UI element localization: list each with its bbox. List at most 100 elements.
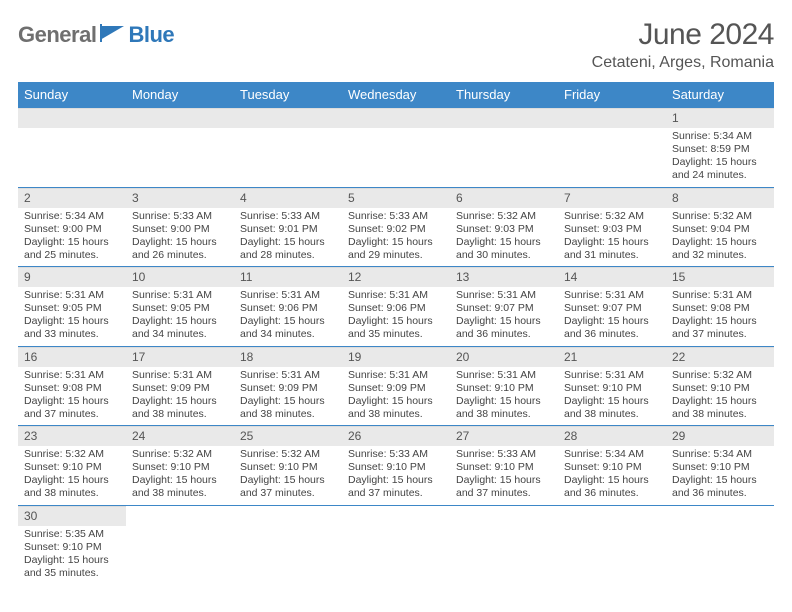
day-info: Sunrise: 5:32 AMSunset: 9:03 PMDaylight:… — [558, 208, 666, 267]
info-line: Sunset: 9:09 PM — [348, 382, 444, 395]
info-line: Sunrise: 5:31 AM — [132, 369, 228, 382]
day-number: 25 — [234, 426, 342, 446]
info-line: Daylight: 15 hours — [240, 474, 336, 487]
info-line: Sunset: 9:09 PM — [240, 382, 336, 395]
day-number: 17 — [126, 347, 234, 367]
info-line: Sunrise: 5:32 AM — [564, 210, 660, 223]
day-info: Sunrise: 5:31 AMSunset: 9:10 PMDaylight:… — [558, 367, 666, 426]
day-info: Sunrise: 5:33 AMSunset: 9:10 PMDaylight:… — [450, 446, 558, 505]
info-line: and 38 minutes. — [24, 487, 120, 500]
empty-day-strip — [450, 108, 558, 128]
info-line: and 34 minutes. — [240, 328, 336, 341]
info-line: Daylight: 15 hours — [348, 315, 444, 328]
info-line: and 24 minutes. — [672, 169, 768, 182]
calendar-day: 4Sunrise: 5:33 AMSunset: 9:01 PMDaylight… — [234, 187, 342, 267]
day-info: Sunrise: 5:31 AMSunset: 9:06 PMDaylight:… — [234, 287, 342, 346]
day-info: Sunrise: 5:32 AMSunset: 9:10 PMDaylight:… — [18, 446, 126, 505]
info-line: Sunrise: 5:32 AM — [672, 369, 768, 382]
day-number: 1 — [666, 108, 774, 128]
info-line: Sunrise: 5:31 AM — [132, 289, 228, 302]
info-line: Sunset: 8:59 PM — [672, 143, 768, 156]
info-line: Sunrise: 5:34 AM — [564, 448, 660, 461]
day-number: 10 — [126, 267, 234, 287]
info-line: Sunset: 9:05 PM — [132, 302, 228, 315]
info-line: Sunrise: 5:33 AM — [132, 210, 228, 223]
day-info: Sunrise: 5:34 AMSunset: 9:10 PMDaylight:… — [558, 446, 666, 505]
weekday-header: Tuesday — [234, 82, 342, 108]
calendar-day: 1Sunrise: 5:34 AMSunset: 8:59 PMDaylight… — [666, 108, 774, 187]
calendar-day: 15Sunrise: 5:31 AMSunset: 9:08 PMDayligh… — [666, 267, 774, 347]
calendar-empty-day — [450, 108, 558, 187]
info-line: Sunrise: 5:31 AM — [240, 369, 336, 382]
calendar-day: 30Sunrise: 5:35 AMSunset: 9:10 PMDayligh… — [18, 505, 126, 584]
info-line: Daylight: 15 hours — [672, 474, 768, 487]
info-line: and 38 minutes. — [564, 408, 660, 421]
day-number: 14 — [558, 267, 666, 287]
day-number: 12 — [342, 267, 450, 287]
day-number: 3 — [126, 188, 234, 208]
info-line: and 35 minutes. — [348, 328, 444, 341]
info-line: Sunset: 9:02 PM — [348, 223, 444, 236]
info-line: and 38 minutes. — [132, 408, 228, 421]
calendar-day: 10Sunrise: 5:31 AMSunset: 9:05 PMDayligh… — [126, 267, 234, 347]
brand-text-1: General — [18, 22, 96, 48]
day-number: 20 — [450, 347, 558, 367]
info-line: and 36 minutes. — [564, 487, 660, 500]
calendar-day: 9Sunrise: 5:31 AMSunset: 9:05 PMDaylight… — [18, 267, 126, 347]
empty-day-strip — [234, 108, 342, 128]
info-line: and 37 minutes. — [348, 487, 444, 500]
calendar-day: 16Sunrise: 5:31 AMSunset: 9:08 PMDayligh… — [18, 346, 126, 426]
calendar-day: 24Sunrise: 5:32 AMSunset: 9:10 PMDayligh… — [126, 426, 234, 506]
info-line: Sunrise: 5:31 AM — [24, 369, 120, 382]
day-info: Sunrise: 5:31 AMSunset: 9:08 PMDaylight:… — [666, 287, 774, 346]
info-line: Sunrise: 5:32 AM — [132, 448, 228, 461]
info-line: Sunrise: 5:31 AM — [456, 289, 552, 302]
info-line: Daylight: 15 hours — [456, 236, 552, 249]
calendar-day: 2Sunrise: 5:34 AMSunset: 9:00 PMDaylight… — [18, 187, 126, 267]
day-info: Sunrise: 5:31 AMSunset: 9:07 PMDaylight:… — [558, 287, 666, 346]
empty-day-strip — [18, 108, 126, 128]
info-line: and 33 minutes. — [24, 328, 120, 341]
info-line: and 31 minutes. — [564, 249, 660, 262]
info-line: Daylight: 15 hours — [132, 395, 228, 408]
info-line: Daylight: 15 hours — [564, 315, 660, 328]
day-number: 23 — [18, 426, 126, 446]
info-line: Sunset: 9:10 PM — [456, 382, 552, 395]
info-line: Sunset: 9:08 PM — [672, 302, 768, 315]
calendar-day: 21Sunrise: 5:31 AMSunset: 9:10 PMDayligh… — [558, 346, 666, 426]
title-block: June 2024 Cetateni, Arges, Romania — [592, 18, 774, 72]
calendar-empty-day — [342, 108, 450, 187]
day-info: Sunrise: 5:31 AMSunset: 9:09 PMDaylight:… — [126, 367, 234, 426]
info-line: Sunset: 9:07 PM — [564, 302, 660, 315]
info-line: Sunrise: 5:32 AM — [672, 210, 768, 223]
day-info: Sunrise: 5:33 AMSunset: 9:01 PMDaylight:… — [234, 208, 342, 267]
info-line: and 35 minutes. — [24, 567, 120, 580]
info-line: Daylight: 15 hours — [240, 236, 336, 249]
info-line: Sunset: 9:03 PM — [564, 223, 660, 236]
calendar-week: 16Sunrise: 5:31 AMSunset: 9:08 PMDayligh… — [18, 346, 774, 426]
calendar-day: 8Sunrise: 5:32 AMSunset: 9:04 PMDaylight… — [666, 187, 774, 267]
info-line: Sunset: 9:05 PM — [24, 302, 120, 315]
calendar-week: 23Sunrise: 5:32 AMSunset: 9:10 PMDayligh… — [18, 426, 774, 506]
weekday-header: Monday — [126, 82, 234, 108]
info-line: Sunset: 9:10 PM — [564, 382, 660, 395]
info-line: Sunrise: 5:32 AM — [456, 210, 552, 223]
info-line: Sunset: 9:10 PM — [24, 541, 120, 554]
info-line: Daylight: 15 hours — [672, 315, 768, 328]
info-line: Sunrise: 5:33 AM — [240, 210, 336, 223]
calendar-day: 14Sunrise: 5:31 AMSunset: 9:07 PMDayligh… — [558, 267, 666, 347]
info-line: and 37 minutes. — [672, 328, 768, 341]
info-line: Sunset: 9:10 PM — [456, 461, 552, 474]
day-info: Sunrise: 5:31 AMSunset: 9:10 PMDaylight:… — [450, 367, 558, 426]
location-subtitle: Cetateni, Arges, Romania — [592, 54, 774, 72]
calendar-day: 7Sunrise: 5:32 AMSunset: 9:03 PMDaylight… — [558, 187, 666, 267]
info-line: and 38 minutes. — [132, 487, 228, 500]
info-line: Daylight: 15 hours — [672, 156, 768, 169]
info-line: and 36 minutes. — [564, 328, 660, 341]
day-info: Sunrise: 5:34 AMSunset: 9:00 PMDaylight:… — [18, 208, 126, 267]
calendar-empty-day — [666, 505, 774, 584]
weekday-header: Friday — [558, 82, 666, 108]
day-number: 19 — [342, 347, 450, 367]
calendar-day: 19Sunrise: 5:31 AMSunset: 9:09 PMDayligh… — [342, 346, 450, 426]
weekday-header: Saturday — [666, 82, 774, 108]
